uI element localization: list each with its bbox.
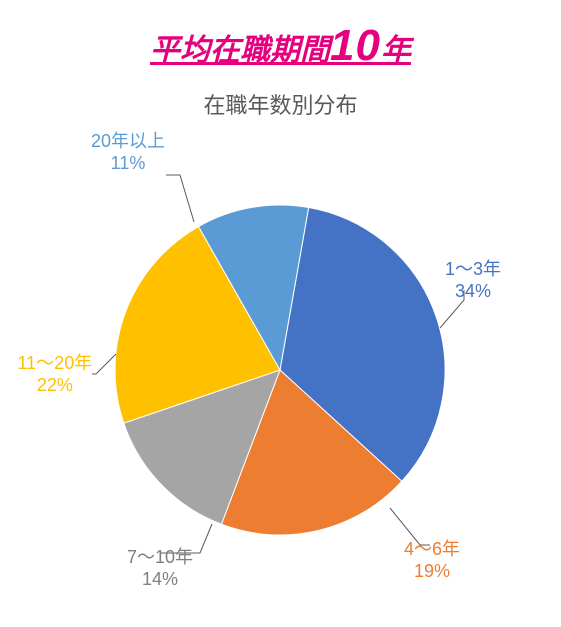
- slice-label: 20年以上11%: [91, 130, 165, 175]
- slice-label-name: 1〜3年: [445, 258, 501, 281]
- slice-label-pct: 19%: [404, 560, 460, 583]
- slice-label: 11〜20年22%: [18, 352, 93, 397]
- slice-label-name: 20年以上: [91, 130, 165, 153]
- slice-label: 7〜10年14%: [127, 546, 193, 591]
- leader-line: [166, 175, 194, 222]
- leader-line: [92, 354, 116, 374]
- slice-label-pct: 11%: [91, 152, 165, 175]
- slice-label-name: 11〜20年: [18, 352, 93, 375]
- slice-label-pct: 34%: [445, 280, 501, 303]
- slice-label-pct: 14%: [127, 568, 193, 591]
- slice-label-name: 4〜6年: [404, 538, 460, 561]
- slice-label: 4〜6年19%: [404, 538, 460, 583]
- slice-label-name: 7〜10年: [127, 546, 193, 569]
- slice-label: 1〜3年34%: [445, 258, 501, 303]
- pie-chart: [0, 0, 561, 627]
- slice-label-pct: 22%: [18, 374, 93, 397]
